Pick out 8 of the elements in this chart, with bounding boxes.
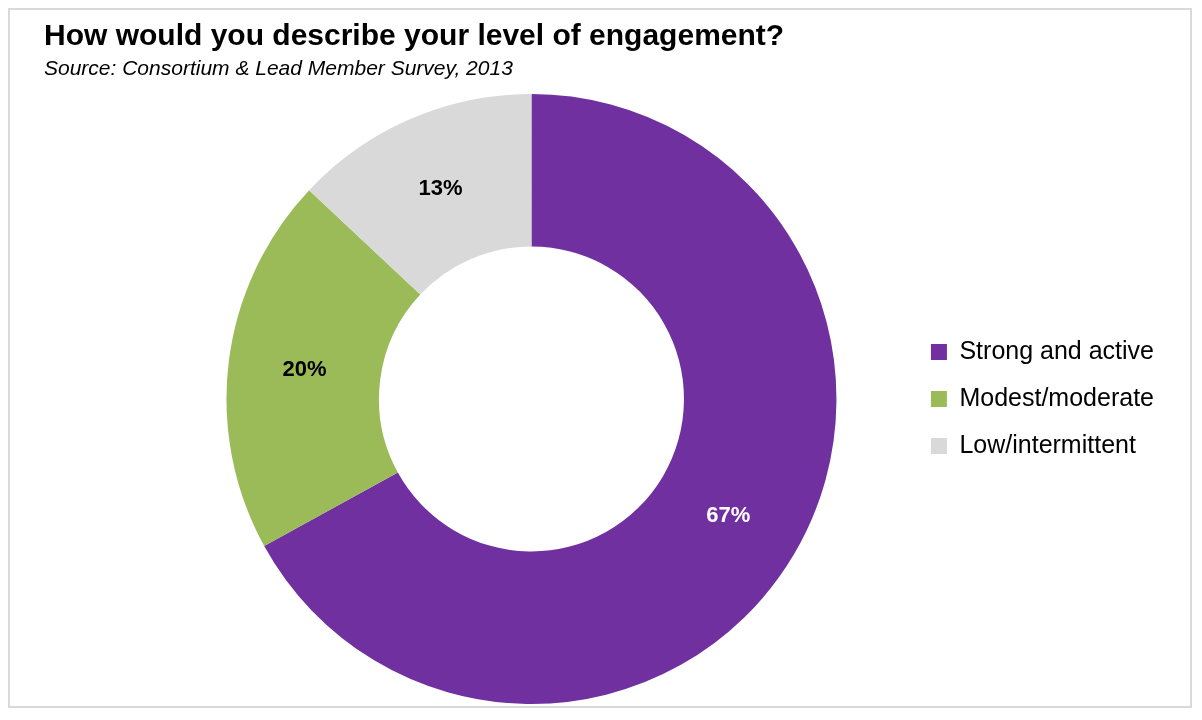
data-label: 67% <box>706 501 751 527</box>
legend-label: Strong and active <box>959 335 1155 364</box>
legend-label: Modest/moderate <box>959 382 1154 411</box>
legend-label: Low/intermittent <box>959 429 1136 458</box>
data-label: 13% <box>418 175 463 201</box>
chart-title: How would you describe your level of engagement? <box>44 18 785 52</box>
source-note: Source: Consortium & Lead Member Survey, 2013 <box>44 56 513 80</box>
data-label: 20% <box>282 356 327 382</box>
